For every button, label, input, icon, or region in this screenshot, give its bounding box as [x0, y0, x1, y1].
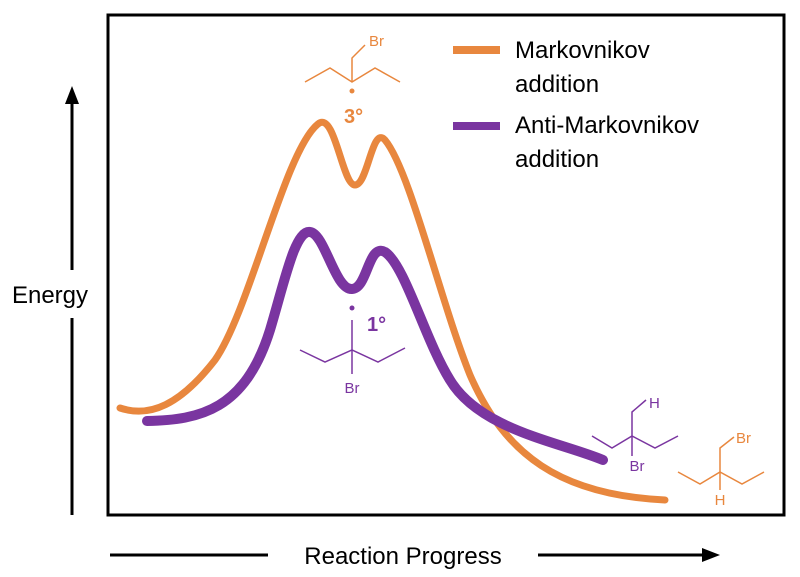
anti-markovnikov-product-structure: H Br [591, 395, 679, 475]
markovnikov-hydrogen-label: H [715, 492, 726, 509]
y-axis-arrow [65, 86, 79, 515]
x-axis-arrow [110, 548, 720, 562]
anti-markovnikov-curve [142, 227, 608, 465]
anti-markovnikov-bromine-label: Br [630, 458, 645, 475]
legend-label-anti-markovnikov-line2: addition [515, 146, 599, 173]
markovnikov-curve [116, 118, 669, 504]
legend-label-anti-markovnikov-line1: Anti-Markovnikov [515, 112, 699, 139]
legend-label-markovnikov-line2: addition [515, 71, 599, 98]
primary-bromine-label: Br [345, 380, 360, 397]
x-axis-label: Reaction Progress [304, 543, 501, 570]
markovnikov-bromine-label: Br [736, 430, 751, 447]
primary-carbocation-label: 1° [367, 314, 386, 336]
tertiary-carbocation-structure: Br 3° [304, 33, 401, 128]
legend-label-markovnikov-line1: Markovnikov [515, 37, 650, 64]
plot-frame [106, 13, 786, 517]
y-axis-label: Energy [12, 282, 88, 309]
legend: Markovnikov addition Anti-Markovnikov ad… [453, 37, 699, 173]
primary-carbocation-structure: Br 1° [299, 305, 406, 397]
tertiary-carbocation-label: 3° [344, 106, 363, 128]
markovnikov-product-structure: Br H [677, 430, 765, 509]
anti-markovnikov-hydrogen-label: H [649, 395, 660, 412]
tertiary-bromine-label: Br [369, 33, 384, 50]
